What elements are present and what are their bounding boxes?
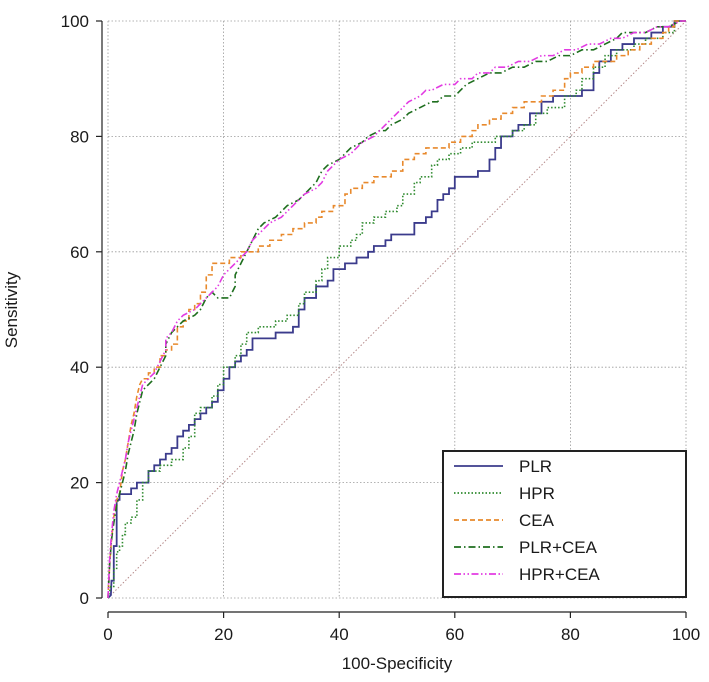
legend-label: CEA	[519, 511, 555, 530]
y-tick-label: 80	[70, 127, 89, 146]
legend-items: PLR HPR CEA PLR+CEA HPR+CEA	[454, 457, 600, 584]
x-axis-title: 100-Specificity	[342, 654, 453, 673]
x-tick-label: 40	[330, 625, 349, 644]
series-line-cea	[107, 20, 686, 599]
axes	[101, 21, 686, 613]
series-line-hpr-plus-cea	[107, 20, 686, 599]
series-line-hpr	[107, 20, 686, 599]
legend-box	[442, 450, 687, 598]
y-ticks: 0 20 40 60 80 100	[61, 12, 102, 608]
y-tick-label: 20	[70, 474, 89, 493]
legend-label: HPR	[519, 484, 555, 503]
legend-label: PLR+CEA	[519, 538, 598, 557]
legend-label: HPR+CEA	[519, 565, 600, 584]
x-tick-label: 100	[672, 625, 700, 644]
x-tick-label: 60	[445, 625, 464, 644]
x-tick-label: 0	[103, 625, 112, 644]
y-tick-label: 100	[61, 12, 89, 31]
x-ticks: 0 20 40 60 80 100	[103, 612, 700, 644]
y-tick-label: 0	[80, 589, 89, 608]
series-line-plr	[107, 20, 686, 599]
x-tick-label: 80	[561, 625, 580, 644]
series-line-plr-plus-cea	[107, 20, 686, 599]
legend: PLR HPR CEA PLR+CEA HPR+CEA	[442, 450, 687, 598]
y-axis-title: Sensitivity	[2, 271, 21, 348]
legend-label: PLR	[519, 457, 552, 476]
series-lines	[107, 20, 686, 599]
x-tick-label: 20	[214, 625, 233, 644]
y-tick-label: 60	[70, 243, 89, 262]
y-tick-label: 40	[70, 358, 89, 377]
